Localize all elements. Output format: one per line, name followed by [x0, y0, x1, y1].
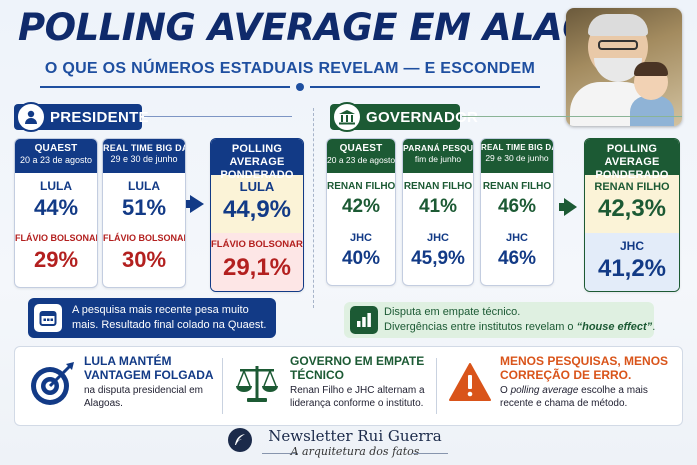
candidate-value: 42% [341, 196, 381, 217]
poll-source: PARANÁ PESQUISAS [403, 143, 474, 153]
subtitle-rule-left [40, 86, 290, 88]
poll-dates: 29 e 30 de junho [110, 154, 178, 164]
section-label-president: PRESIDENTE [14, 102, 149, 132]
president-note: A pesquisa mais recente pesa muito mais.… [28, 298, 276, 338]
candidate-name: FLÁVIO BOLSONARO [15, 233, 97, 243]
subtitle-rule-right [310, 86, 540, 88]
takeaway-governor: GOVERNO EM EMPATE TÉCNICO Renan Filho e … [290, 354, 430, 420]
poll-dates: 29 e 30 de junho [485, 153, 549, 163]
candidate-name: JHC [349, 232, 372, 244]
candidate-value: 45,9% [411, 248, 465, 269]
takeaway-body: Renan Filho e JHC alternam a liderança c… [290, 385, 425, 409]
poll-card-governor-realtime: REAL TIME BIG DATA 29 e 30 de junho RENA… [480, 138, 554, 286]
candidate-value: 41% [418, 196, 458, 217]
poll-source: QUAEST [34, 143, 78, 154]
candidate-name: RENAN FILHO [327, 181, 396, 192]
candidate-name: LULA [128, 179, 160, 193]
takeaway-title: MENOS PESQUISAS, MENOS CORREÇÃO DE ERRO. [500, 354, 669, 382]
poll-dates: 20 a 23 de agosto [327, 155, 396, 165]
poll-card-governor-parana: PARANÁ PESQUISAS fim de junho RENAN FILH… [402, 138, 474, 286]
candidate-name: RENAN FILHO [482, 181, 552, 192]
poll-dates: 20 a 23 de agosto [19, 155, 93, 165]
scales-icon [234, 360, 280, 406]
poll-source: REAL TIME BIG DATA [481, 143, 553, 152]
takeaway-title: GOVERNO EM EMPATE TÉCNICO [290, 354, 425, 382]
takeaway-separator [436, 358, 437, 414]
page-subtitle: O QUE OS NÚMEROS ESTADUAIS REVELAM — E E… [44, 60, 536, 77]
footer-rule-right [412, 453, 448, 454]
author-photo [566, 8, 682, 126]
governor-note-line1: Disputa em empate técnico. [384, 306, 521, 318]
footer-rule-left [262, 453, 298, 454]
governor-note: Disputa em empate técnico. Divergências … [344, 302, 656, 338]
candidate-value: 41,2% [597, 255, 667, 282]
candidate-name: RENAN FILHO [403, 181, 473, 192]
section-label-governor: GOVERNADOR [330, 102, 478, 132]
average-header: POLLING AVERAGE PONDERADO [220, 143, 294, 181]
candidate-value: 40% [341, 248, 381, 269]
takeaway-body: O [500, 385, 511, 396]
poll-card-president-realtime: REAL TIME BIG DATA 29 e 30 de junho LULA… [102, 138, 186, 288]
takeaway-body-emphasis: polling average [510, 385, 579, 396]
target-icon [28, 360, 76, 408]
governor-note-emphasis: “house effect” [576, 321, 653, 333]
takeaway-president: LULA MANTÉM VANTAGEM FOLGADA na disputa … [84, 354, 214, 420]
candidate-name: LULA [239, 179, 275, 194]
candidate-value: 42,3% [597, 195, 667, 222]
poll-card-governor-quaest: QUAEST 20 a 23 de agosto RENAN FILHO 42%… [326, 138, 396, 286]
candidate-name: JHC [426, 232, 449, 244]
person-icon [16, 102, 46, 132]
takeaway-body: na disputa presidencial em Alagoas. [84, 385, 203, 409]
bar-chart-icon [350, 306, 378, 334]
candidate-name: FLÁVIO BOLSONARO [103, 233, 185, 243]
candidate-name: JHC [619, 239, 644, 253]
takeaway-separator [222, 358, 223, 414]
page-title: POLLING AVERAGE EM ALAGOAS [18, 6, 678, 49]
takeaways-panel [14, 346, 683, 426]
arrow-right-icon [190, 195, 204, 213]
footer-subtitle: A arquitetura dos fatos [290, 445, 420, 458]
arrow-right-icon-shaft [559, 203, 565, 211]
average-card-governor: POLLING AVERAGE PONDERADO RENAN FILHO 42… [584, 138, 680, 292]
candidate-name: FLÁVIO BOLSONARO [211, 239, 304, 250]
candidate-value: 46% [497, 248, 537, 269]
quill-icon [228, 428, 252, 452]
candidate-name: JHC [505, 232, 528, 244]
section-divider [313, 108, 314, 308]
candidate-value: 44% [33, 195, 79, 220]
poll-card-president-quaest: QUAEST 20 a 23 de agosto LULA 44% FLÁVIO… [14, 138, 98, 288]
candidate-value: 44,9% [222, 196, 292, 223]
average-card-president: POLLING AVERAGE PONDERADO LULA 44,9% FLÁ… [210, 138, 304, 292]
section-rule-president [144, 116, 292, 117]
poll-source: QUAEST [339, 143, 383, 154]
candidate-value: 30% [121, 247, 167, 272]
candidate-value: 46% [497, 196, 537, 217]
arrow-right-icon [564, 198, 577, 216]
poll-dates: fim de junho [414, 154, 462, 164]
section-label-governor-text: GOVERNADOR [366, 108, 479, 126]
poll-source: REAL TIME BIG DATA [103, 143, 185, 153]
takeaway-body-end: escolhe a mais recente e chama de método… [500, 385, 648, 409]
arrow-right-icon-shaft [186, 200, 192, 208]
president-note-text: A pesquisa mais recente pesa muito mais.… [72, 304, 267, 331]
takeaway-method: MENOS PESQUISAS, MENOS CORREÇÃO DE ERRO.… [500, 354, 676, 420]
section-label-president-text: PRESIDENTE [50, 108, 149, 126]
calendar-icon [34, 304, 62, 332]
subtitle-rule-dot [296, 83, 304, 91]
candidate-name: LULA [40, 179, 72, 193]
governor-note-line2-end: . [652, 321, 656, 333]
takeaway-title: LULA MANTÉM VANTAGEM FOLGADA [84, 354, 214, 382]
candidate-value: 29% [33, 247, 79, 272]
governor-note-line2: Divergências entre institutos revelam o [384, 321, 577, 333]
footer-title: Newsletter Rui Guerra [268, 427, 442, 445]
candidate-value: 51% [121, 195, 167, 220]
warning-icon [448, 362, 492, 402]
building-icon [332, 102, 362, 132]
average-header: POLLING AVERAGE PONDERADO [595, 143, 669, 181]
section-rule-governor [462, 116, 682, 117]
candidate-name: RENAN FILHO [594, 181, 670, 193]
candidate-value: 29,1% [222, 254, 292, 281]
